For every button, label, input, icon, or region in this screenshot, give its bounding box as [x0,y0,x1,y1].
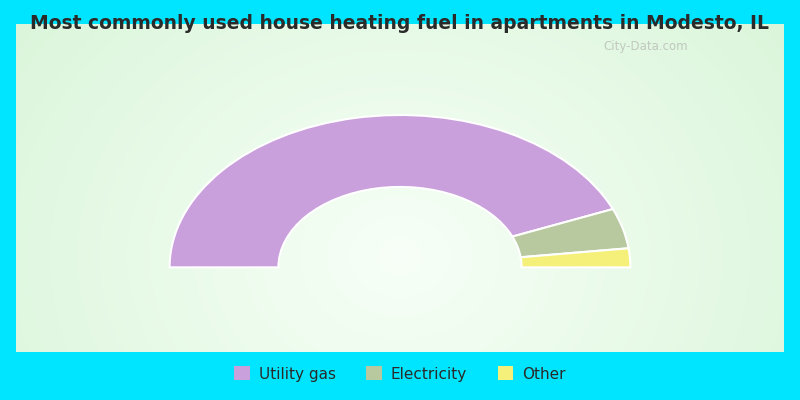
Text: Most commonly used house heating fuel in apartments in Modesto, IL: Most commonly used house heating fuel in… [30,14,770,32]
Wedge shape [170,115,613,267]
Text: City-Data.com: City-Data.com [603,40,688,54]
Wedge shape [521,248,630,267]
Legend: Utility gas, Electricity, Other: Utility gas, Electricity, Other [228,360,572,388]
Wedge shape [512,209,629,257]
